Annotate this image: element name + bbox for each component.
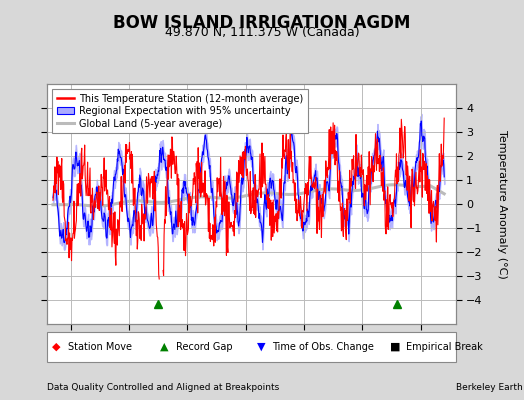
Legend: This Temperature Station (12-month average), Regional Expectation with 95% uncer: This Temperature Station (12-month avera…: [52, 89, 308, 134]
Text: Station Move: Station Move: [68, 342, 132, 352]
Y-axis label: Temperature Anomaly (°C): Temperature Anomaly (°C): [497, 130, 507, 278]
Text: 49.870 N, 111.375 W (Canada): 49.870 N, 111.375 W (Canada): [165, 26, 359, 39]
Text: ■: ■: [390, 342, 401, 352]
Text: Data Quality Controlled and Aligned at Breakpoints: Data Quality Controlled and Aligned at B…: [47, 383, 279, 392]
Text: BOW ISLAND IRRIGATION AGDM: BOW ISLAND IRRIGATION AGDM: [113, 14, 411, 32]
Text: ◆: ◆: [52, 342, 61, 352]
Text: Berkeley Earth: Berkeley Earth: [456, 383, 522, 392]
Text: Empirical Break: Empirical Break: [406, 342, 483, 352]
Text: Record Gap: Record Gap: [176, 342, 232, 352]
Text: ▼: ▼: [257, 342, 265, 352]
Text: Time of Obs. Change: Time of Obs. Change: [272, 342, 374, 352]
Text: ▲: ▲: [160, 342, 168, 352]
